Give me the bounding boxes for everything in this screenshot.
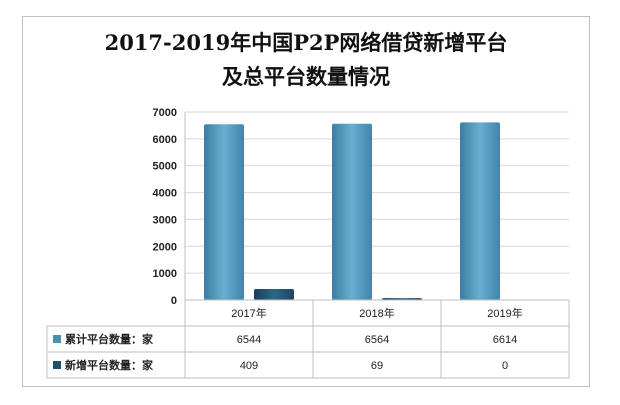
y-tick-label: 3000	[153, 214, 177, 226]
bar-cumulative-0	[204, 124, 244, 300]
y-tick-label: 1000	[153, 268, 177, 280]
y-tick-label: 0	[171, 295, 177, 307]
data-value-label: 6544	[237, 334, 261, 346]
chart-title-line1: 2017-2019年中国P2P网络借贷新增平台	[104, 30, 508, 55]
y-tick-label: 4000	[153, 188, 177, 200]
y-tick-label: 2000	[153, 241, 177, 253]
bar-new-0	[254, 289, 294, 300]
data-value-label: 6614	[493, 334, 517, 346]
series-label: 累计平台数量：家	[65, 332, 154, 346]
data-value-label: 6564	[365, 334, 389, 346]
y-tick-label: 7000	[153, 107, 177, 119]
x-category-label: 2018年	[359, 306, 394, 320]
chart-title-line2: 及总平台数量情况	[222, 64, 390, 89]
y-tick-label: 6000	[153, 134, 177, 146]
data-value-label: 0	[502, 360, 508, 372]
bar-cumulative-1	[332, 123, 372, 300]
series-label: 新增平台数量：家	[65, 358, 154, 372]
x-category-label: 2019年	[487, 306, 522, 320]
legend-swatch	[53, 361, 61, 369]
bar-cumulative-2	[460, 122, 500, 301]
data-value-label: 69	[371, 360, 383, 372]
x-category-label: 2017年	[231, 306, 266, 320]
data-value-label: 409	[240, 360, 258, 372]
legend-swatch	[53, 335, 61, 343]
y-tick-label: 5000	[153, 161, 177, 173]
